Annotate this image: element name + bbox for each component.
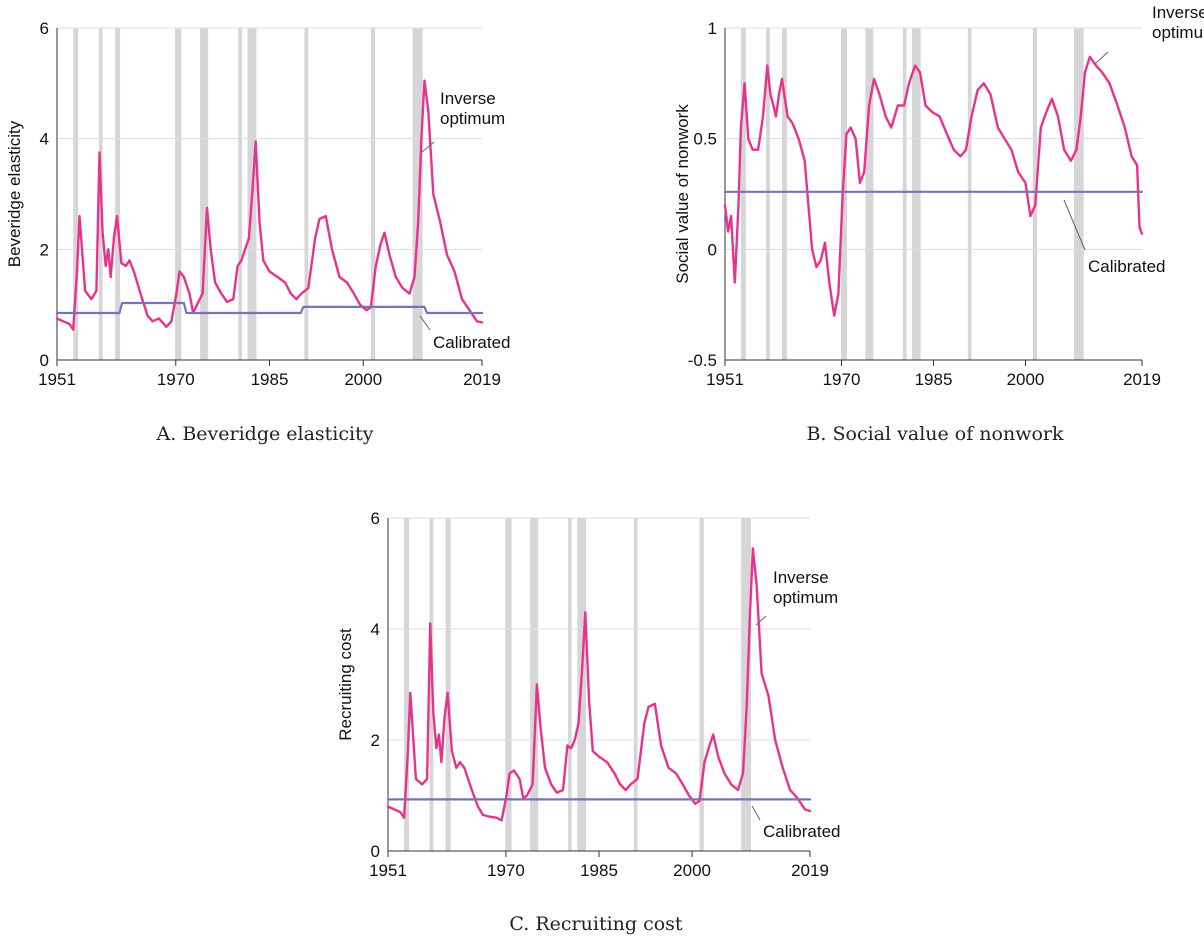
panel-b-recession-band-5 <box>902 28 907 360</box>
panel-b-recession-band-3 <box>840 28 847 360</box>
panel-c-xtick-label-1: 1970 <box>487 861 525 880</box>
panel-c-recession-band-8 <box>699 518 704 851</box>
panel-a-recession-band-0 <box>73 28 79 360</box>
panel-a-xtick-label-1: 1970 <box>157 370 195 389</box>
panel-a-ytick-label-1: 2 <box>40 240 49 259</box>
panel-a-ytick-label-2: 4 <box>40 130 49 149</box>
panel-c-recession-band-2 <box>445 518 451 851</box>
panel-a-ylabel: Beveridge elasticity <box>5 120 24 267</box>
panel-b-recession-band-6 <box>912 28 921 360</box>
panel-c-annotation-calibrated-0: Calibrated <box>763 822 841 841</box>
panel-a-annotation-inverse-0: Inverse <box>440 89 496 108</box>
panel-b-annotation-calibrated-0: Calibrated <box>1088 257 1166 276</box>
panel-c-series-inverse-optimum <box>386 547 812 822</box>
panel-b-ytick-label-2: 0.5 <box>693 130 717 149</box>
panel-c-ytick-label-2: 4 <box>371 620 380 639</box>
panel-a-xtick-label-3: 2000 <box>344 370 382 389</box>
panel-c-ytick-label-1: 2 <box>371 731 380 750</box>
panel-a-recession-band-5 <box>238 28 242 360</box>
panel-a-recession-band-9 <box>412 28 423 360</box>
panel-c-recession-band-0 <box>404 518 410 851</box>
panel-b-annotation-calibrated-leader <box>1063 199 1086 251</box>
panel-c-xtick-label-2: 1985 <box>580 861 618 880</box>
panel-b-annotation-inverse-1: optimum <box>1152 23 1204 42</box>
panel-a-recession-band-2 <box>115 28 121 360</box>
panel-c-recession-band-9 <box>741 518 751 851</box>
panel-b-annotation-inverse-leader <box>1094 51 1109 65</box>
panel-a-xtick-label-0: 1951 <box>38 370 76 389</box>
panel-c-recession-band-5 <box>568 518 572 851</box>
panel-c-ytick-label-3: 6 <box>371 509 380 528</box>
panel-a-xtick-label-2: 1985 <box>251 370 289 389</box>
panel-b-xtick-label-4: 2019 <box>1123 370 1161 389</box>
panel-c-caption: C. Recruiting cost <box>509 913 683 935</box>
panel-b-ylabel: Social value of nonwork <box>673 104 692 284</box>
panel-b-ytick-label-3: 1 <box>708 19 717 38</box>
panel-c-recession-band-7 <box>633 518 638 851</box>
panel-a-annotation-calibrated-leader <box>419 315 431 331</box>
panel-a-caption: A. Beveridge elasticity <box>156 423 374 445</box>
panel-a-recession-band-3 <box>175 28 182 360</box>
panel-b-recession-band-1 <box>766 28 770 360</box>
panel-a-ytick-label-3: 6 <box>40 19 49 38</box>
panel-b-xtick-label-1: 1970 <box>823 370 861 389</box>
panel-b-recession-band-9 <box>1073 28 1084 360</box>
panel-a-xtick-label-4: 2019 <box>463 370 501 389</box>
panel-c-recession-band-4 <box>530 518 539 851</box>
panel-a-ytick-label-0: 0 <box>40 351 49 370</box>
panel-a-series-calibrated <box>55 301 484 315</box>
panel-a-recession-band-7 <box>304 28 309 360</box>
panel-b-ytick-label-1: 0 <box>708 240 717 259</box>
panel-c-recession-band-3 <box>505 518 512 851</box>
panel-c-chart: 0 2 4 6 1951 1970 1985 2000 2019 Recruiting cost I… <box>336 509 841 935</box>
panel-c-xtick-label-4: 2019 <box>791 861 829 880</box>
panel-c-ytick-label-0: 0 <box>371 842 380 861</box>
panel-a-annotation-calibrated-0: Calibrated <box>433 333 511 352</box>
panel-a-chart: 0 2 4 6 1951 1970 1985 2000 2019 Beveridge elasti… <box>5 19 511 445</box>
panel-b-recession-band-0 <box>740 28 746 360</box>
panel-a-recession-band-4 <box>200 28 209 360</box>
panel-c-annotation-inverse-0: Inverse <box>773 568 829 587</box>
panel-a-annotation-inverse-1: optimum <box>440 109 505 128</box>
panel-c-annotation-inverse-1: optimum <box>773 588 838 607</box>
panel-a-series-inverse-optimum <box>55 79 484 331</box>
panel-c-ylabel: Recruiting cost <box>336 628 355 741</box>
panel-b-ytick-label-0: -0.5 <box>688 351 717 370</box>
panel-c-xtick-label-3: 2000 <box>673 861 711 880</box>
panel-b-xtick-label-3: 2000 <box>1007 370 1045 389</box>
panel-a-recession-band-8 <box>370 28 376 360</box>
panel-b-recession-band-4 <box>865 28 874 360</box>
panel-b-annotation-inverse-0: Inverse <box>1152 3 1204 22</box>
panel-c-annotation-inverse-leader <box>755 615 767 626</box>
panel-c-annotation-calibrated-leader <box>751 805 761 821</box>
panel-b-chart: -0.5 0 0.5 1 1951 1970 1985 2000 2019 Social valu… <box>673 3 1204 445</box>
panel-b-xtick-label-0: 1951 <box>706 370 744 389</box>
panel-c-xtick-label-0: 1951 <box>369 861 407 880</box>
panel-b-caption: B. Social value of nonwork <box>806 423 1064 445</box>
panel-b-recession-band-7 <box>967 28 972 360</box>
panel-b-series-inverse-optimum <box>723 55 1144 317</box>
panel-b-xtick-label-2: 1985 <box>915 370 953 389</box>
panel-a-annotation-inverse-leader <box>421 141 435 153</box>
panel-b-recession-band-2 <box>782 28 787 360</box>
